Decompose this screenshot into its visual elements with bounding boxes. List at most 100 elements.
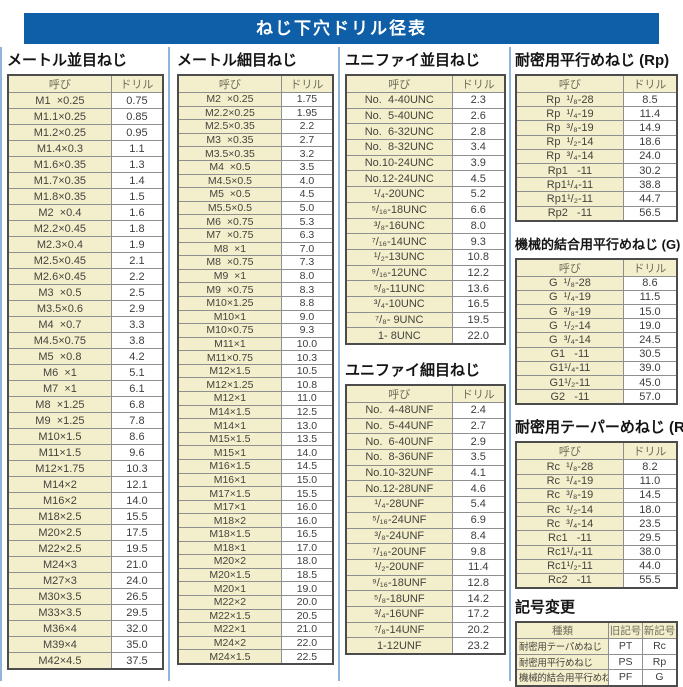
- table-row: M7 ×0.75 6.3: [177, 227, 334, 243]
- table-row: M12×1 11.0: [177, 391, 334, 406]
- table-row: M15×1 14.0: [177, 445, 334, 461]
- table-row: Rp ³/₈-19 14.9: [515, 120, 678, 136]
- value-cell: 13.5: [280, 431, 334, 447]
- designation-cell: M1.2×0.25: [7, 124, 112, 141]
- value-cell: 19.0: [280, 581, 334, 596]
- designation-cell: M24×2: [177, 635, 282, 651]
- designation-cell: M1.1×0.25: [7, 108, 112, 125]
- table-row: No.12-24UNC 4.5: [345, 170, 506, 188]
- table-row: Rc1 -11 29.5: [515, 530, 678, 546]
- metric-coarse-title: メートル並目ねじ: [7, 52, 128, 69]
- table-row: Rp ¹/₂-14 18.6: [515, 134, 678, 150]
- table-row: No. 4-48UNF 2.4: [345, 402, 506, 419]
- column-header-drill: ドリル: [622, 74, 678, 93]
- table-row: Rp ¹/₈-28 8.5: [515, 91, 678, 108]
- designation-cell: 1-12UNF: [345, 637, 453, 655]
- column-header-drill: ドリル: [451, 74, 506, 93]
- value-cell: Rc: [642, 638, 678, 655]
- value-cell: 14.0: [280, 445, 334, 461]
- designation-cell: ⁹/₁₆-18UNF: [345, 574, 453, 592]
- value-cell: 7.3: [280, 255, 334, 270]
- value-cell: 2.5: [110, 284, 164, 301]
- value-cell: 2.6: [451, 107, 506, 125]
- value-cell: 20.0: [280, 594, 334, 610]
- value-cell: 8.2: [622, 459, 678, 475]
- designation-cell: M20×2.5: [7, 524, 112, 541]
- table-row: Rp ³/₄-14 24.0: [515, 148, 678, 164]
- designation-cell: ⁹/₁₆-12UNC: [345, 264, 453, 282]
- designation-cell: M2 ×0.25: [177, 92, 282, 107]
- value-cell: 5.3: [280, 214, 334, 229]
- table-row: M5 ×0.5 4.5: [177, 187, 334, 202]
- table-row: M9 ×1 8.0: [177, 268, 334, 284]
- table-row: M18×2.5 15.5: [7, 508, 164, 525]
- value-cell: 11.0: [280, 391, 334, 406]
- designation-cell: No.10-24UNC: [345, 154, 453, 172]
- table-row: ⁵/₈-18UNF 14.2: [345, 590, 506, 607]
- table-row: 1-12UNF 23.2: [345, 637, 506, 655]
- table-header-row: 呼び ドリル: [345, 384, 506, 403]
- value-cell: 12.1: [110, 476, 164, 493]
- value-cell: 19.5: [451, 311, 506, 329]
- table-row: M2.2×0.45 1.8: [7, 220, 164, 237]
- designation-cell: Rc ¹/₄-19: [515, 473, 624, 489]
- table-row: Rp1¹/₄-11 38.8: [515, 177, 678, 193]
- table-row: M1.7×0.35 1.4: [7, 172, 164, 189]
- designation-cell: M42×4.5: [7, 652, 112, 670]
- designation-cell: No.10-32UNF: [345, 464, 453, 482]
- value-cell: 8.4: [451, 527, 506, 545]
- designation-cell: No. 5-44UNF: [345, 417, 453, 435]
- designation-cell: G ³/₈-19: [515, 304, 624, 320]
- designation-cell: Rp ¹/₈-28: [515, 91, 624, 108]
- value-cell: 10.5: [280, 363, 334, 379]
- value-cell: 17.5: [110, 524, 164, 541]
- value-cell: 14.5: [622, 487, 678, 503]
- column-header-old-symbol: 旧記号: [608, 621, 644, 640]
- table-row: M7 ×1 6.1: [7, 380, 164, 397]
- designation-cell: G ¹/₄-19: [515, 289, 624, 306]
- table-row: Rc2 -11 55.5: [515, 572, 678, 589]
- table-row: No.10-32UNF 4.1: [345, 464, 506, 482]
- unified-section: ユニファイ並目ねじ 呼び ドリル No. 4-40UNC 2.3 No. 5-40U…: [345, 50, 506, 655]
- table-row: M1.2×0.25 0.95: [7, 124, 164, 141]
- value-cell: 9.3: [280, 323, 334, 338]
- value-cell: 8.5: [622, 91, 678, 108]
- designation-cell: M6 ×1: [7, 364, 112, 381]
- value-cell: 2.7: [451, 417, 506, 435]
- designation-cell: M22×1.5: [177, 608, 282, 624]
- designation-cell: M3.5×0.35: [177, 146, 282, 161]
- table-row: M3.5×0.35 3.2: [177, 146, 334, 161]
- designation-cell: M15×1.5: [177, 431, 282, 447]
- table-row: Rc ¹/₈-28 8.2: [515, 459, 678, 475]
- table-row: ⁷/₁₆-20UNF 9.8: [345, 543, 506, 560]
- designation-cell: ⁷/₁₆-20UNF: [345, 543, 453, 560]
- table-row: No.12-28UNF 4.6: [345, 480, 506, 498]
- column-header-name: 呼び: [345, 74, 453, 93]
- value-cell: 24.0: [622, 148, 678, 164]
- value-cell: 22.5: [280, 649, 334, 665]
- designation-cell: Rc ³/₈-19: [515, 487, 624, 503]
- designation-cell: M8 ×1.25: [7, 396, 112, 413]
- value-cell: 2.4: [451, 402, 506, 419]
- table-row: M22×2 20.0: [177, 594, 334, 610]
- value-cell: 11.4: [622, 106, 678, 122]
- value-cell: 10.3: [110, 460, 164, 477]
- designation-cell: M18×2.5: [7, 508, 112, 525]
- table-row: M14×1 13.0: [177, 418, 334, 433]
- value-cell: 1.3: [110, 156, 164, 173]
- table-row: M3 ×0.5 2.5: [7, 284, 164, 301]
- table-row: Rc1¹/₂-11 44.0: [515, 558, 678, 574]
- designation-cell: M11×0.75: [177, 350, 282, 365]
- designation-cell: M30×3.5: [7, 588, 112, 605]
- value-cell: 29.5: [110, 604, 164, 621]
- designation-cell: M6 ×0.75: [177, 214, 282, 229]
- value-cell: 8.6: [622, 275, 678, 291]
- designation-cell: M10×1.25: [177, 295, 282, 311]
- table-row: G ¹/₄-19 11.5: [515, 289, 678, 306]
- column-divider: [338, 47, 340, 681]
- table-row: ³/₈-24UNF 8.4: [345, 527, 506, 545]
- designation-cell: M24×3: [7, 556, 112, 573]
- value-cell: 38.8: [622, 177, 678, 193]
- designation-cell: M2.2×0.25: [177, 105, 282, 121]
- value-cell: 3.2: [280, 146, 334, 161]
